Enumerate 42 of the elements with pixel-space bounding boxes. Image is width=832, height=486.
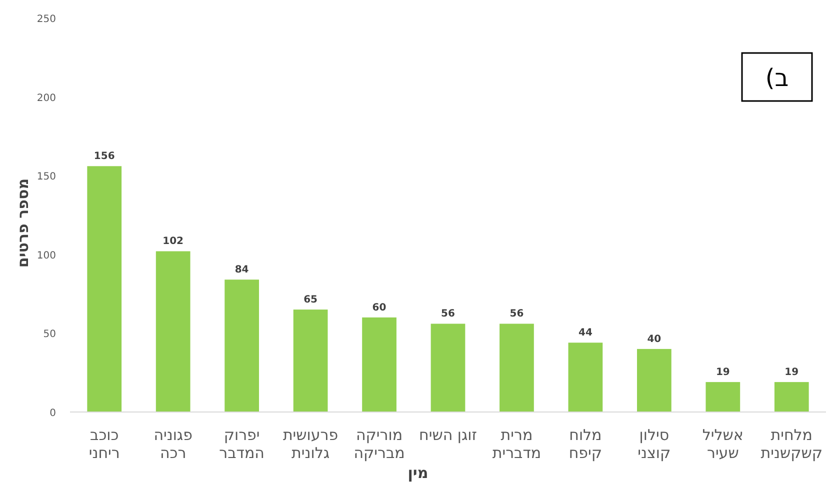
bar [362, 317, 396, 412]
y-axis-title: מספר פרטים [14, 178, 32, 268]
x-tick-label: פרעושית גלונית [282, 426, 338, 462]
y-tick-label: 50 [43, 329, 56, 340]
x-tick-label: מלחית קשקשנית [760, 426, 823, 462]
data-label: 56 [510, 308, 524, 320]
data-label: 84 [234, 264, 249, 276]
bar [568, 342, 603, 412]
bar [293, 310, 328, 412]
y-tick-label: 200 [36, 92, 56, 104]
data-label: 19 [784, 367, 799, 378]
x-tick-label: פגוניה רכה [154, 426, 192, 462]
data-label: 156 [94, 151, 115, 162]
x-tick-label: זוגן השיח [419, 426, 477, 444]
x-tick-label: סילון קוצני [638, 426, 671, 462]
y-tick-label: 250 [36, 14, 56, 25]
bar [637, 348, 672, 412]
x-tick-label: אשליל שעיר [702, 426, 744, 462]
bar [706, 382, 740, 412]
bar [156, 251, 190, 412]
x-tick-label: כוכב ריחני [88, 426, 120, 462]
y-tick-label: 150 [36, 172, 56, 183]
data-label: 56 [441, 308, 455, 320]
data-label: 44 [578, 328, 592, 339]
bar [500, 324, 534, 412]
y-tick-label: 0 [50, 408, 56, 419]
bar [87, 166, 122, 412]
data-label: 65 [304, 294, 318, 306]
bar [430, 324, 466, 412]
data-label: 19 [716, 367, 730, 378]
data-label: 102 [162, 236, 184, 248]
x-tick-label: יפרוק המדבר [219, 426, 264, 462]
annotation: ב) [765, 64, 789, 92]
data-label: 60 [372, 302, 386, 314]
x-tick-label: מלוח קיפח [568, 426, 602, 462]
y-tick-label: 100 [36, 250, 56, 262]
x-tick-label: מרית מדברית [492, 426, 542, 462]
bar [224, 280, 259, 412]
data-label: 40 [647, 334, 662, 345]
x-tick-label: מוריקה מבריקה [354, 426, 405, 462]
x-axis-title: מין [408, 464, 428, 482]
bar [774, 382, 809, 412]
